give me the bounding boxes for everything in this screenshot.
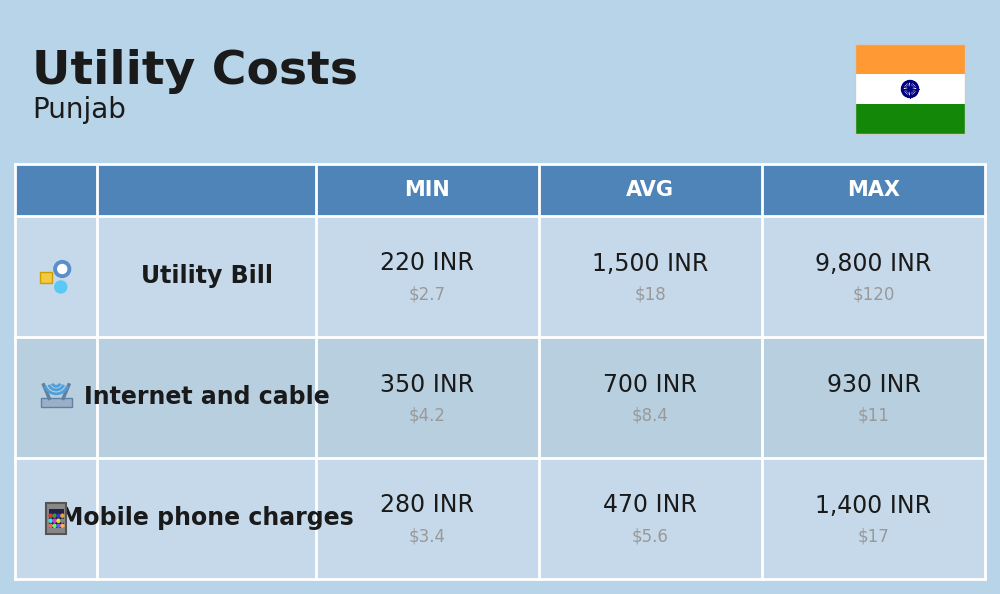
Text: $3.4: $3.4 [409,527,446,545]
Bar [49,508,64,528]
Circle shape [57,514,60,517]
Circle shape [61,519,64,522]
Text: 1,500 INR: 1,500 INR [592,251,709,276]
Circle shape [908,87,912,90]
Text: 220 INR: 220 INR [380,251,474,276]
Circle shape [61,514,64,517]
Text: $5.6: $5.6 [632,527,669,545]
Text: $120: $120 [852,286,895,304]
Circle shape [53,525,56,527]
Bar [855,44,965,134]
Bar [15,164,985,216]
Text: $4.2: $4.2 [409,406,446,425]
Text: 700 INR: 700 INR [603,372,697,397]
Text: $8.4: $8.4 [632,406,669,425]
Text: 930 INR: 930 INR [827,372,920,397]
Text: Utility Costs: Utility Costs [32,49,358,94]
Bar [15,216,985,337]
Text: Utility Bill: Utility Bill [141,264,273,289]
Circle shape [58,264,67,273]
Text: 9,800 INR: 9,800 INR [815,251,932,276]
Circle shape [53,514,56,517]
Text: 470 INR: 470 INR [603,494,697,517]
Text: $17: $17 [858,527,889,545]
Circle shape [49,514,52,517]
Text: Internet and cable: Internet and cable [84,386,329,409]
Circle shape [55,281,67,293]
Text: Punjab: Punjab [32,96,126,124]
Circle shape [53,519,56,522]
Bar [41,399,72,407]
Text: Mobile phone charges: Mobile phone charges [60,507,353,530]
Circle shape [904,84,916,94]
Bar [46,503,66,534]
Bar [15,337,985,458]
Text: MAX: MAX [847,180,900,200]
Text: $18: $18 [634,286,666,304]
Text: MIN: MIN [404,180,450,200]
Circle shape [902,81,918,97]
Bar [855,44,965,74]
Bar [855,74,965,104]
Text: $11: $11 [858,406,889,425]
Bar [855,104,965,134]
Text: 280 INR: 280 INR [380,494,474,517]
Text: 1,400 INR: 1,400 INR [815,494,932,517]
Bar [15,458,985,579]
Circle shape [49,519,52,522]
Circle shape [49,525,52,527]
Circle shape [57,525,60,527]
Text: AVG: AVG [626,180,674,200]
Bar [40,272,52,283]
Circle shape [54,261,71,277]
Text: 350 INR: 350 INR [380,372,474,397]
Circle shape [57,519,60,522]
Text: $2.7: $2.7 [409,286,446,304]
Circle shape [61,525,64,527]
